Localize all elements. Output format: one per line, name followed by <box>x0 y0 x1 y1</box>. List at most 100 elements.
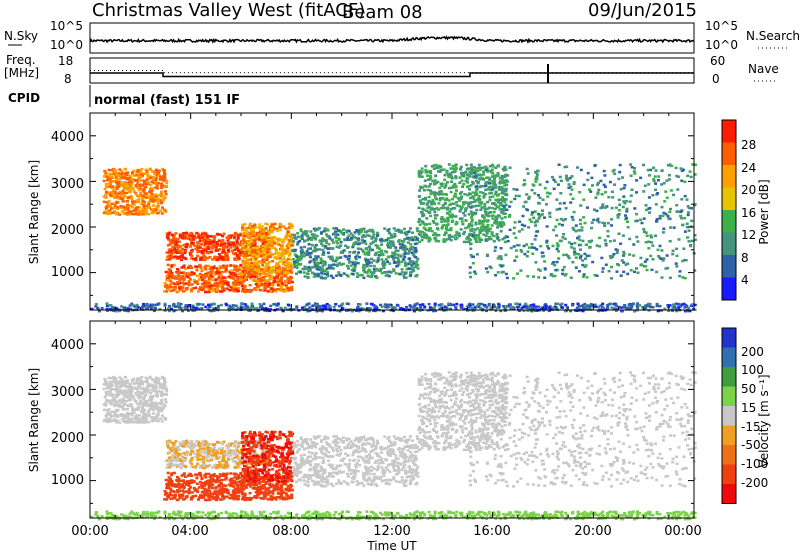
power-echo-cell <box>280 268 284 271</box>
power-echo-cell <box>190 290 193 293</box>
power-echo-cell <box>584 264 588 267</box>
power-echo-cell <box>546 244 549 248</box>
power-echo-cell <box>145 206 148 209</box>
power-echo-cell <box>143 172 147 175</box>
power-echo-cell <box>569 193 573 196</box>
power-echo-cell <box>178 245 182 248</box>
power-echo-cell <box>408 227 412 230</box>
power-echo-cell <box>174 232 178 235</box>
power-echo-cell <box>504 193 508 196</box>
power-echo-cell <box>374 237 378 240</box>
power-echo-cell <box>409 306 413 309</box>
power-echo-cell <box>539 244 543 248</box>
power-echo-cell <box>242 276 245 280</box>
power-echo-cell <box>273 222 277 226</box>
power-echo-cell <box>268 309 272 313</box>
power-echo-cell <box>177 270 181 273</box>
power-echo-cell <box>400 268 404 271</box>
power-echo-cell <box>263 266 267 269</box>
power-echo-cell <box>394 272 398 275</box>
power-echo-cell <box>293 265 297 268</box>
power-echo-cell <box>524 302 528 306</box>
power-echo-cell <box>277 272 281 275</box>
power-echo-cell <box>365 265 369 268</box>
power-echo-cell <box>114 211 118 214</box>
power-echo-cell <box>660 205 664 209</box>
power-echo-cell <box>564 207 568 210</box>
power-echo-cell <box>380 240 383 243</box>
power-echo-cell <box>251 264 254 268</box>
power-echo-cell <box>126 208 130 211</box>
power-echo-cell <box>174 239 178 243</box>
power-echo-cell <box>491 175 494 178</box>
power-echo-cell <box>660 276 664 279</box>
power-echo-cell <box>195 302 199 306</box>
power-echo-cell <box>500 180 503 183</box>
power-echo-cell <box>332 263 336 266</box>
power-echo-cell <box>349 264 353 267</box>
power-echo-cell <box>290 244 294 247</box>
power-echo-cell <box>376 256 380 260</box>
power-echo-cell <box>480 166 484 170</box>
power-echo-cell <box>446 206 450 209</box>
power-echo-cell <box>584 257 587 260</box>
power-echo-cell <box>310 238 314 242</box>
power-echo-cell <box>496 164 500 168</box>
power-echo-cell <box>482 170 486 173</box>
power-echo-cell <box>109 304 113 307</box>
power-echo-cell <box>255 272 259 275</box>
power-echo-cell <box>117 174 121 178</box>
power-echo-cell <box>130 187 134 190</box>
power-echo-cell <box>417 232 421 236</box>
power-echo-cell <box>191 287 195 290</box>
power-echo-cell <box>216 242 219 246</box>
power-echo-cell <box>105 302 109 305</box>
power-echo-cell <box>411 267 415 270</box>
power-echo-cell <box>503 198 507 201</box>
power-echo-cell <box>505 180 509 183</box>
power-echo-cell <box>260 232 264 236</box>
power-echo-cell <box>137 213 141 216</box>
power-echo-cell <box>463 230 467 234</box>
power-echo-cell <box>667 304 671 307</box>
power-echo-cell <box>485 253 489 257</box>
power-echo-cell <box>213 282 217 285</box>
power-echo-cell <box>508 303 512 306</box>
power-echo-cell <box>330 239 334 242</box>
power-echo-cell <box>393 256 397 259</box>
power-echo-cell <box>201 303 205 306</box>
power-echo-cell <box>239 272 243 275</box>
power-echo-cell <box>361 241 364 244</box>
power-echo-cell <box>140 168 144 171</box>
power-echo-cell <box>470 168 474 171</box>
power-echo-cell <box>282 290 286 293</box>
power-echo-cell <box>408 263 412 266</box>
power-echo-cell <box>652 166 655 169</box>
power-echo-cell <box>427 199 431 203</box>
power-echo-cell <box>412 262 415 265</box>
power-echo-cell <box>276 287 280 291</box>
power-echo-cell <box>197 302 201 306</box>
power-echo-cell <box>268 255 272 258</box>
power-echo-cell <box>266 290 270 293</box>
power-echo-cell <box>421 221 425 224</box>
power-echo-cell <box>270 253 274 256</box>
power-echo-cell <box>141 200 145 203</box>
power-echo-cell <box>216 306 220 309</box>
power-echo-cell <box>469 253 473 257</box>
power-echo-cell <box>399 246 402 250</box>
power-echo-cell <box>356 247 360 250</box>
power-echo-cell <box>109 168 113 172</box>
power-echo-cell <box>174 249 178 252</box>
power-echo-cell <box>462 203 466 206</box>
power-echo-cell <box>160 186 164 189</box>
power-echo-cell <box>119 206 123 209</box>
power-echo-cell <box>319 261 323 265</box>
power-echo-cell <box>149 187 153 190</box>
power-echo-cell <box>136 182 140 185</box>
power-echo-cell <box>242 290 246 293</box>
power-echo-cell <box>616 216 620 219</box>
power-echo-cell <box>447 163 451 166</box>
power-echo-cell <box>255 251 259 255</box>
power-echo-cell <box>253 308 257 311</box>
